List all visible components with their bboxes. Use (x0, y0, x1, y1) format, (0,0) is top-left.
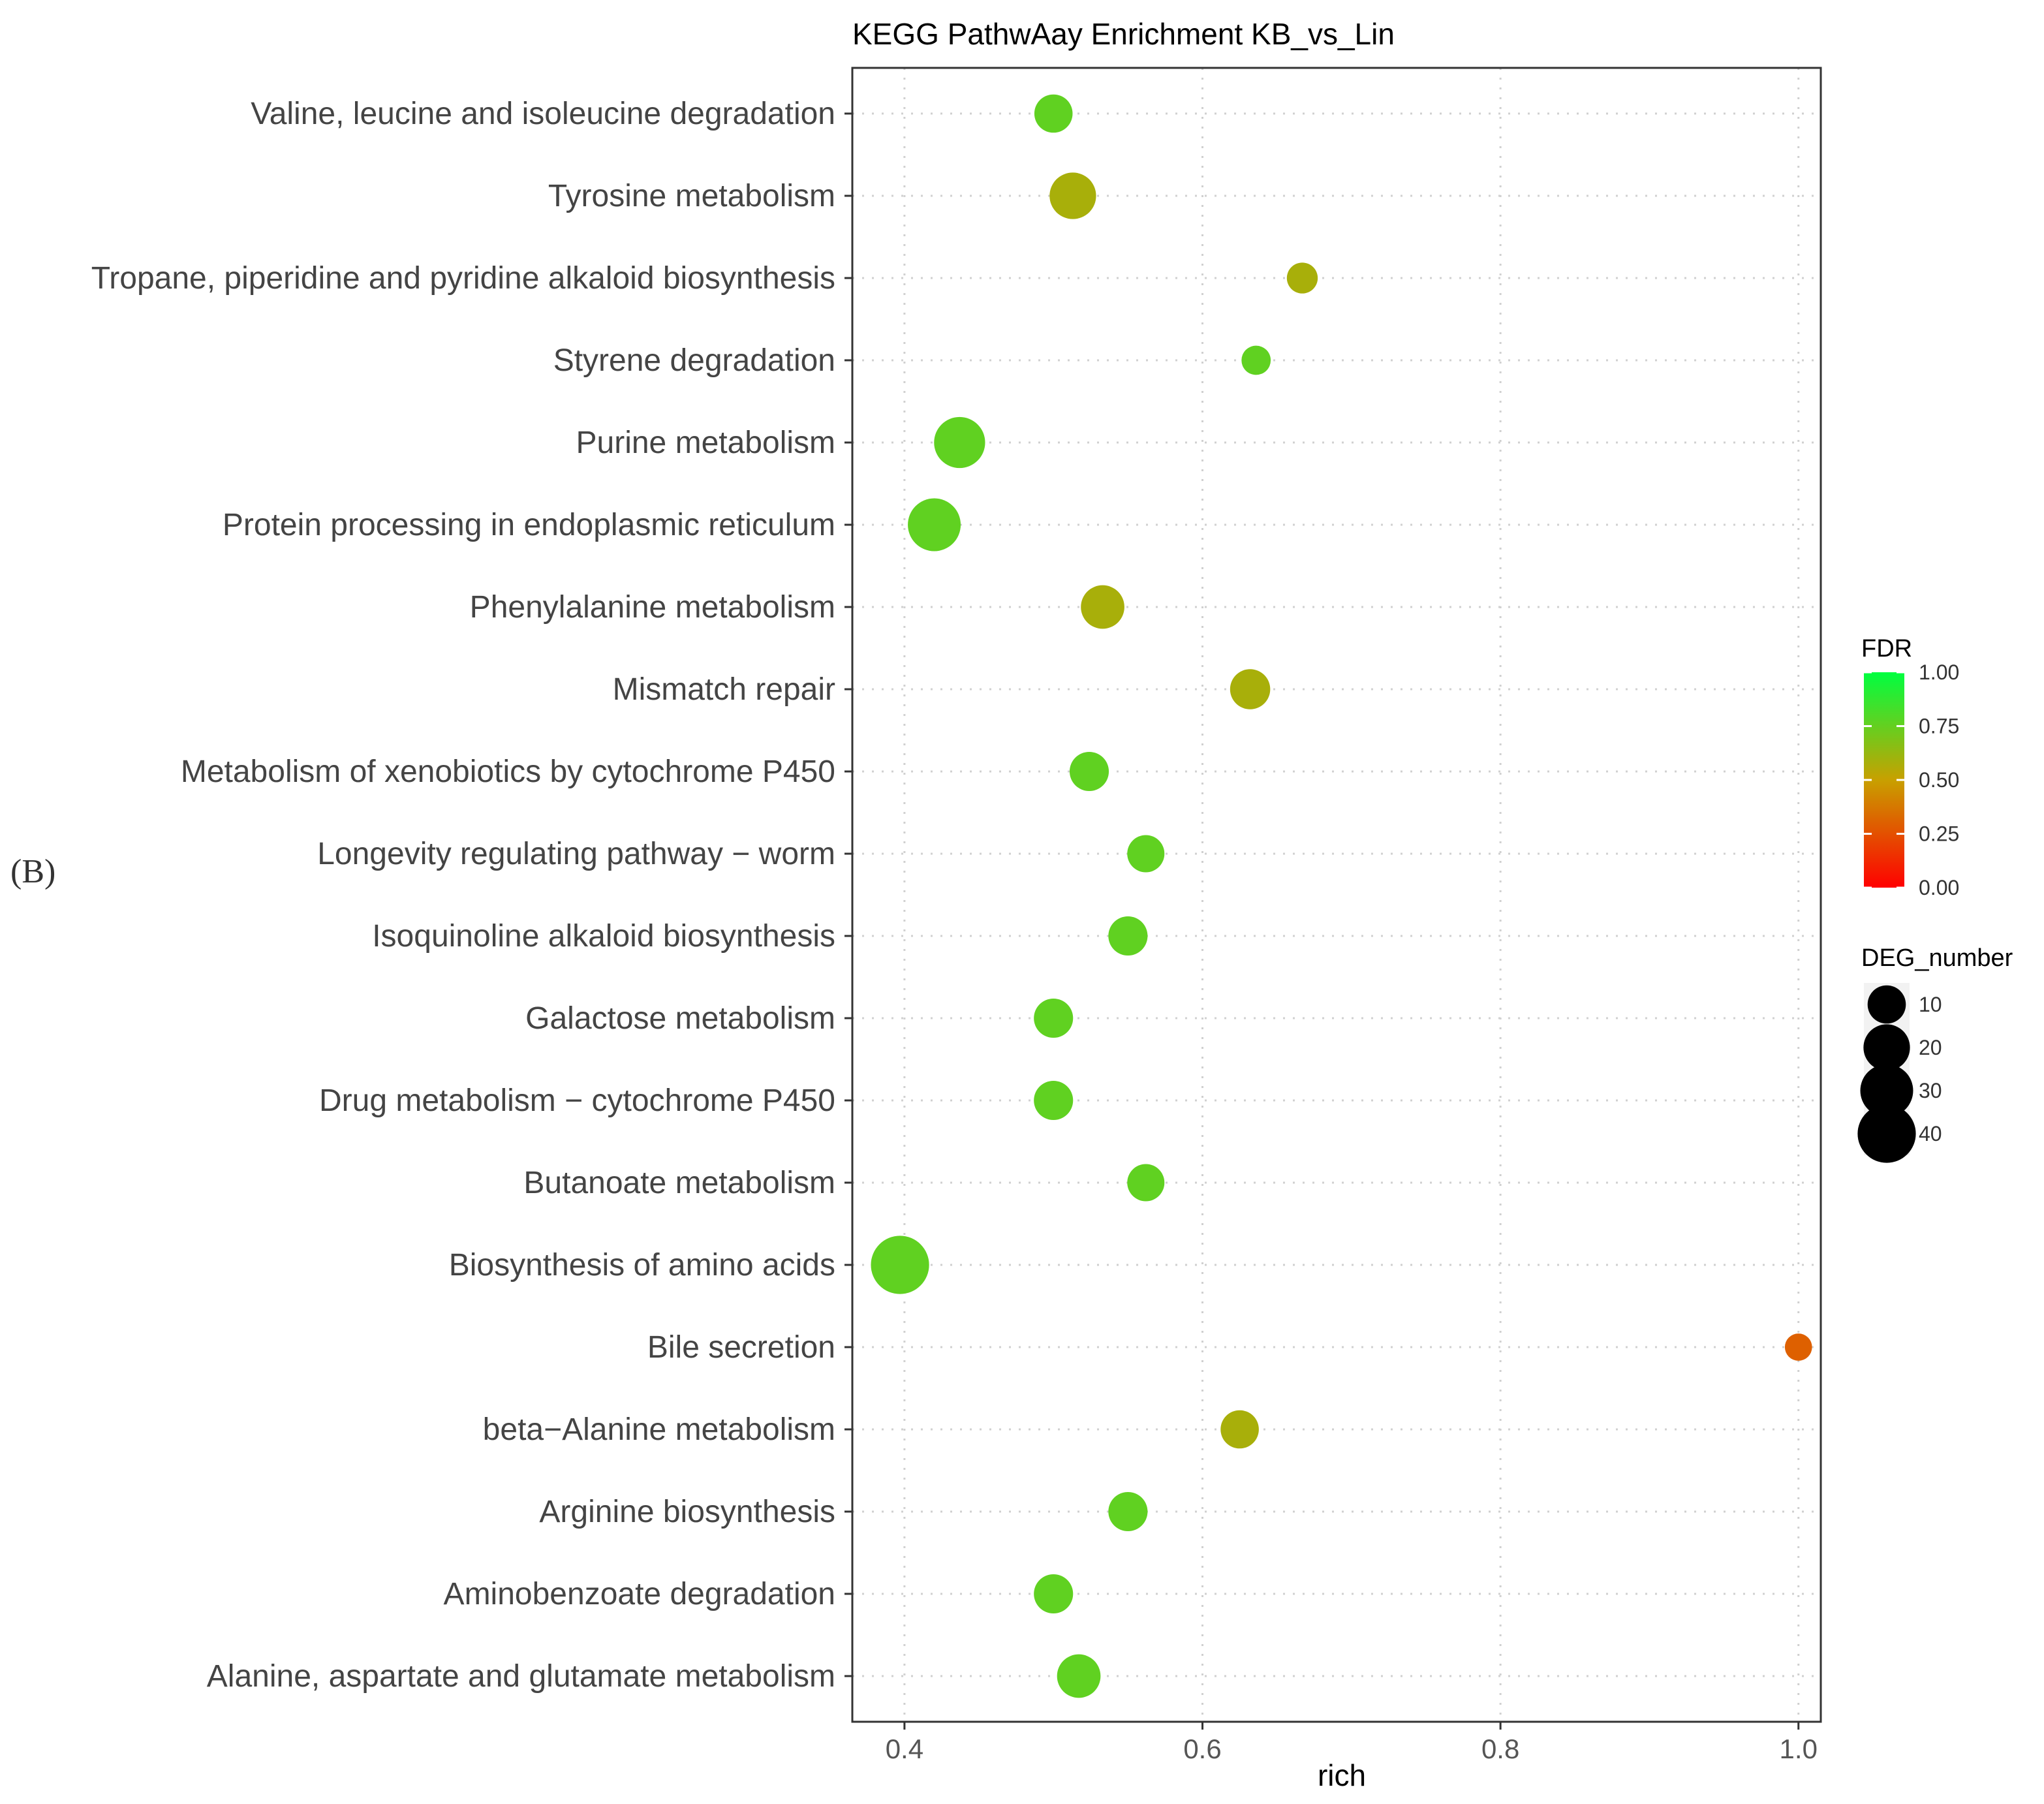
x-tick-label: 0.8 (1481, 1734, 1519, 1764)
y-tick-label: Bile secretion (647, 1330, 835, 1365)
size-legend-label: 40 (1919, 1122, 1942, 1145)
x-tick-label: 0.4 (886, 1734, 923, 1764)
y-tick-label: Galactose metabolism (525, 1001, 835, 1036)
size-legend-label: 10 (1919, 993, 1942, 1016)
fdr-tick-label: 0.00 (1919, 876, 1959, 899)
size-legend-title: DEG_number (1861, 944, 2013, 972)
y-tick-label: Arginine biosynthesis (539, 1495, 835, 1529)
data-point (908, 498, 961, 552)
size-legend-key (1863, 1024, 1910, 1071)
y-tick-label: Tyrosine metabolism (548, 179, 835, 213)
y-tick-label: Protein processing in endoplasmic reticu… (223, 508, 835, 542)
data-point (1034, 1574, 1074, 1614)
y-tick-label: Styrene degradation (553, 343, 835, 378)
chart-title: KEGG PathwAay Enrichment KB_vs_Lin (852, 17, 1395, 51)
data-point (1034, 998, 1074, 1038)
y-tick-label: Purine metabolism (576, 426, 836, 460)
size-legend-key (1867, 985, 1906, 1024)
y-tick-label: Metabolism of xenobiotics by cytochrome … (181, 754, 835, 789)
fdr-legend: FDR 1.00 0.75 0.50 0.25 0.00 (1861, 635, 1959, 899)
data-point (1049, 172, 1096, 219)
data-point (871, 1236, 929, 1294)
fdr-tick-label: 0.75 (1919, 715, 1959, 738)
data-points (871, 94, 1812, 1698)
size-legend-key (1857, 1104, 1916, 1163)
y-tick-label: Phenylalanine metabolism (470, 590, 835, 625)
y-tick-label: Isoquinoline alkaloid biosynthesis (372, 919, 835, 954)
x-tick-label: 0.6 (1183, 1734, 1221, 1764)
figure-label: (B) (10, 853, 55, 890)
data-point (1034, 94, 1073, 133)
size-legend-label: 20 (1919, 1036, 1942, 1059)
data-point (1230, 669, 1271, 709)
size-legend-label: 30 (1919, 1079, 1942, 1102)
y-tick-label: Alanine, aspartate and glutamate metabol… (207, 1659, 835, 1694)
y-tick-label: Longevity regulating pathway − worm (317, 837, 835, 871)
data-point (1057, 1654, 1101, 1698)
data-point (1784, 1333, 1812, 1361)
x-tick-label: 1.0 (1780, 1734, 1818, 1764)
deg-number-legend: DEG_number 10 20 30 40 (1857, 944, 2013, 1163)
y-tick-label: Tropane, piperidine and pyridine alkaloi… (91, 261, 835, 296)
data-point (1069, 751, 1109, 792)
data-point (934, 416, 985, 469)
fdr-tick-label: 0.25 (1919, 822, 1959, 846)
data-point (1108, 1491, 1148, 1532)
fdr-tick-label: 1.00 (1919, 661, 1959, 684)
y-tick-labels: Valine, leucine and isoleucine degradati… (91, 97, 852, 1694)
y-tick-label: Drug metabolism − cytochrome P450 (319, 1083, 835, 1118)
data-point (1127, 1164, 1165, 1202)
data-point (1241, 345, 1271, 375)
data-point (1081, 585, 1124, 629)
x-axis-label: rich (1318, 1758, 1366, 1792)
data-point (1108, 916, 1148, 956)
y-tick-label: Mismatch repair (613, 672, 835, 707)
y-tick-label: beta−Alanine metabolism (483, 1412, 835, 1447)
y-tick-label: Aminobenzoate degradation (444, 1577, 835, 1611)
data-point (1127, 835, 1165, 873)
y-tick-label: Valine, leucine and isoleucine degradati… (251, 97, 835, 131)
x-tick-labels: 0.4 0.6 0.8 1.0 (886, 1722, 1818, 1764)
data-point (1286, 262, 1318, 294)
fdr-legend-title: FDR (1861, 635, 1912, 662)
y-tick-label: Butanoate metabolism (523, 1166, 835, 1200)
y-tick-label: Biosynthesis of amino acids (449, 1248, 835, 1283)
data-point (1034, 1080, 1074, 1121)
size-legend-key (1860, 1064, 1913, 1117)
gridlines (852, 68, 1821, 1722)
plot-panel-border (851, 67, 1822, 1723)
fdr-tick-label: 0.50 (1919, 768, 1959, 792)
data-point (1220, 1410, 1259, 1449)
